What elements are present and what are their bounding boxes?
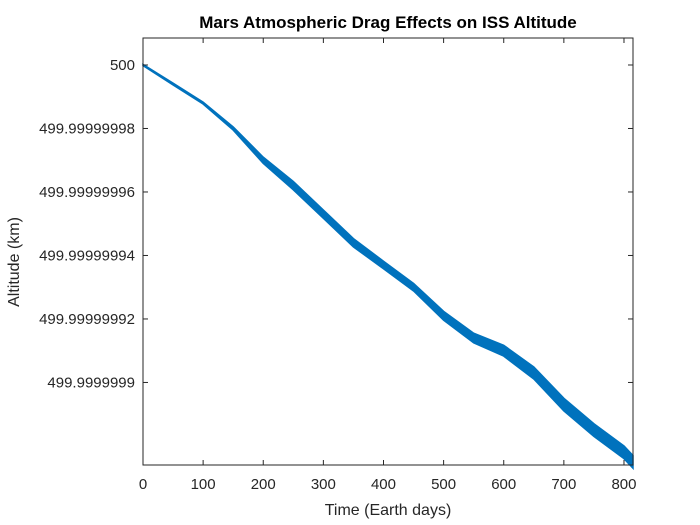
x-tick-label: 600 — [491, 476, 516, 493]
y-tick-label: 499.99999998 — [39, 120, 135, 137]
series-line-0 — [142, 64, 634, 463]
axes-box — [142, 37, 634, 466]
x-tick-label: 0 — [139, 476, 147, 493]
y-tick-label: 499.99999992 — [39, 311, 135, 328]
x-tick-label: 300 — [311, 476, 336, 493]
x-tick-label: 500 — [431, 476, 456, 493]
y-tick-label: 500 — [110, 57, 135, 74]
y-tick-label: 499.99999996 — [39, 184, 135, 201]
x-axis-label: Time (Earth days) — [325, 502, 452, 519]
data-layer — [142, 63, 634, 471]
y-tick-label: 499.99999994 — [39, 247, 135, 264]
x-tick-label: 400 — [371, 476, 396, 493]
axes-layer: 0 100 200 300 400 500 600 700 800 499.9999999 499.… — [39, 37, 636, 493]
x-tick-label: 200 — [251, 476, 276, 493]
y-axis-label: Altitude (km) — [6, 217, 23, 307]
x-tick-label: 100 — [191, 476, 216, 493]
x-tick-label: 800 — [611, 476, 636, 493]
chart-title: Mars Atmospheric Drag Effects on ISS Alt… — [199, 13, 577, 32]
series-band-0 — [142, 63, 634, 471]
x-tick-label: 700 — [551, 476, 576, 493]
y-tick-label: 499.9999999 — [47, 374, 135, 391]
